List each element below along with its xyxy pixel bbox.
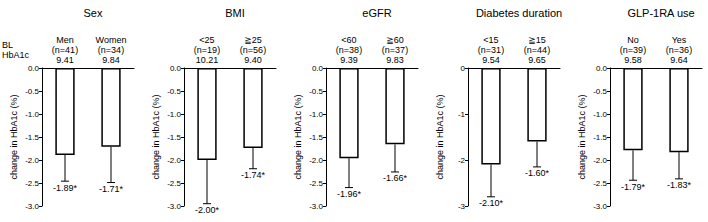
svg-text:-1.89*: -1.89* [53,183,78,193]
svg-text:-3.0: -3.0 [309,202,323,211]
svg-text:-0.5: -0.5 [309,87,323,96]
svg-text:-3: -3 [458,202,466,211]
svg-text:-2.0: -2.0 [25,156,39,165]
svg-text:10.21: 10.21 [196,55,219,65]
svg-text:-1.5: -1.5 [593,133,607,142]
svg-text:-1.74*: -1.74* [241,170,266,180]
svg-text:change in HbA1c (%): change in HbA1c (%) [435,94,445,179]
svg-text:-0.5: -0.5 [593,87,607,96]
svg-text:9.39: 9.39 [340,55,358,65]
svg-text:Sex: Sex [84,7,103,19]
svg-text:9.41: 9.41 [56,55,74,65]
svg-text:Men: Men [56,35,74,45]
svg-text:0.0: 0.0 [312,64,324,73]
svg-text:(n=38): (n=38) [336,45,362,55]
svg-text:-1.79*: -1.79* [621,182,646,192]
svg-text:HbA1c: HbA1c [2,50,30,60]
svg-text:Yes: Yes [672,35,687,45]
svg-text:<60: <60 [341,35,356,45]
svg-text:-1.5: -1.5 [25,133,39,142]
svg-text:BMI: BMI [225,7,245,19]
svg-text:-2.5: -2.5 [25,179,39,188]
svg-text:Diabetes duration: Diabetes duration [476,7,562,19]
svg-text:change in HbA1c (%): change in HbA1c (%) [151,94,161,179]
svg-text:(n=31): (n=31) [478,45,504,55]
svg-text:-1.71*: -1.71* [99,184,124,194]
svg-text:-0.5: -0.5 [167,87,181,96]
svg-text:9.84: 9.84 [102,55,120,65]
svg-text:-1.0: -1.0 [167,110,181,119]
svg-text:-1.0: -1.0 [309,110,323,119]
svg-text:GLP-1RA use: GLP-1RA use [627,7,694,19]
svg-text:-2.5: -2.5 [167,179,181,188]
svg-text:-2.5: -2.5 [593,179,607,188]
svg-text:<25: <25 [199,35,214,45]
svg-text:≧15: ≧15 [528,35,546,45]
svg-text:9.58: 9.58 [624,55,642,65]
svg-text:9.54: 9.54 [482,55,500,65]
svg-text:-1.5: -1.5 [167,133,181,142]
svg-text:<15: <15 [483,35,498,45]
svg-text:(n=44): (n=44) [524,45,550,55]
svg-text:-1.60*: -1.60* [525,168,550,178]
svg-text:(n=19): (n=19) [194,45,220,55]
svg-text:change in HbA1c (%): change in HbA1c (%) [577,94,587,179]
svg-text:(n=39): (n=39) [620,45,646,55]
svg-text:No: No [627,35,639,45]
svg-text:0.0: 0.0 [170,64,182,73]
svg-text:-1: -1 [458,110,466,119]
svg-text:9.83: 9.83 [386,55,404,65]
svg-text:-2.0: -2.0 [309,156,323,165]
svg-text:0.0: 0.0 [596,64,608,73]
svg-text:(n=34): (n=34) [98,45,124,55]
svg-text:(n=36): (n=36) [666,45,692,55]
svg-text:9.65: 9.65 [528,55,546,65]
svg-text:change in HbA1c (%): change in HbA1c (%) [293,94,303,179]
svg-text:Women: Women [96,35,127,45]
svg-text:eGFR: eGFR [362,7,391,19]
svg-text:-1.96*: -1.96* [337,189,362,199]
svg-text:9.40: 9.40 [244,55,262,65]
svg-text:(n=37): (n=37) [382,45,408,55]
svg-text:≧25: ≧25 [244,35,262,45]
svg-text:change in HbA1c (%): change in HbA1c (%) [9,94,19,179]
svg-text:-1.5: -1.5 [309,133,323,142]
svg-text:-2.5: -2.5 [309,179,323,188]
svg-text:-1.83*: -1.83* [667,180,692,190]
svg-text:-3.0: -3.0 [593,202,607,211]
svg-text:-2.0: -2.0 [167,156,181,165]
svg-text:(n=41): (n=41) [52,45,78,55]
svg-text:-1.0: -1.0 [593,110,607,119]
svg-text:0.0: 0.0 [28,64,40,73]
svg-text:9.64: 9.64 [670,55,688,65]
svg-text:≧60: ≧60 [386,35,404,45]
svg-text:-2.0: -2.0 [593,156,607,165]
svg-text:-0.5: -0.5 [25,87,39,96]
svg-text:-1.0: -1.0 [25,110,39,119]
svg-text:BL: BL [2,40,13,50]
svg-text:-2: -2 [458,156,466,165]
svg-text:-3.0: -3.0 [167,202,181,211]
svg-text:-2.10*: -2.10* [479,198,504,208]
svg-text:(n=56): (n=56) [240,45,266,55]
svg-text:-2.00*: -2.00* [195,205,220,215]
svg-text:-1.66*: -1.66* [383,173,408,183]
svg-text:0: 0 [461,64,466,73]
svg-text:-3.0: -3.0 [25,202,39,211]
